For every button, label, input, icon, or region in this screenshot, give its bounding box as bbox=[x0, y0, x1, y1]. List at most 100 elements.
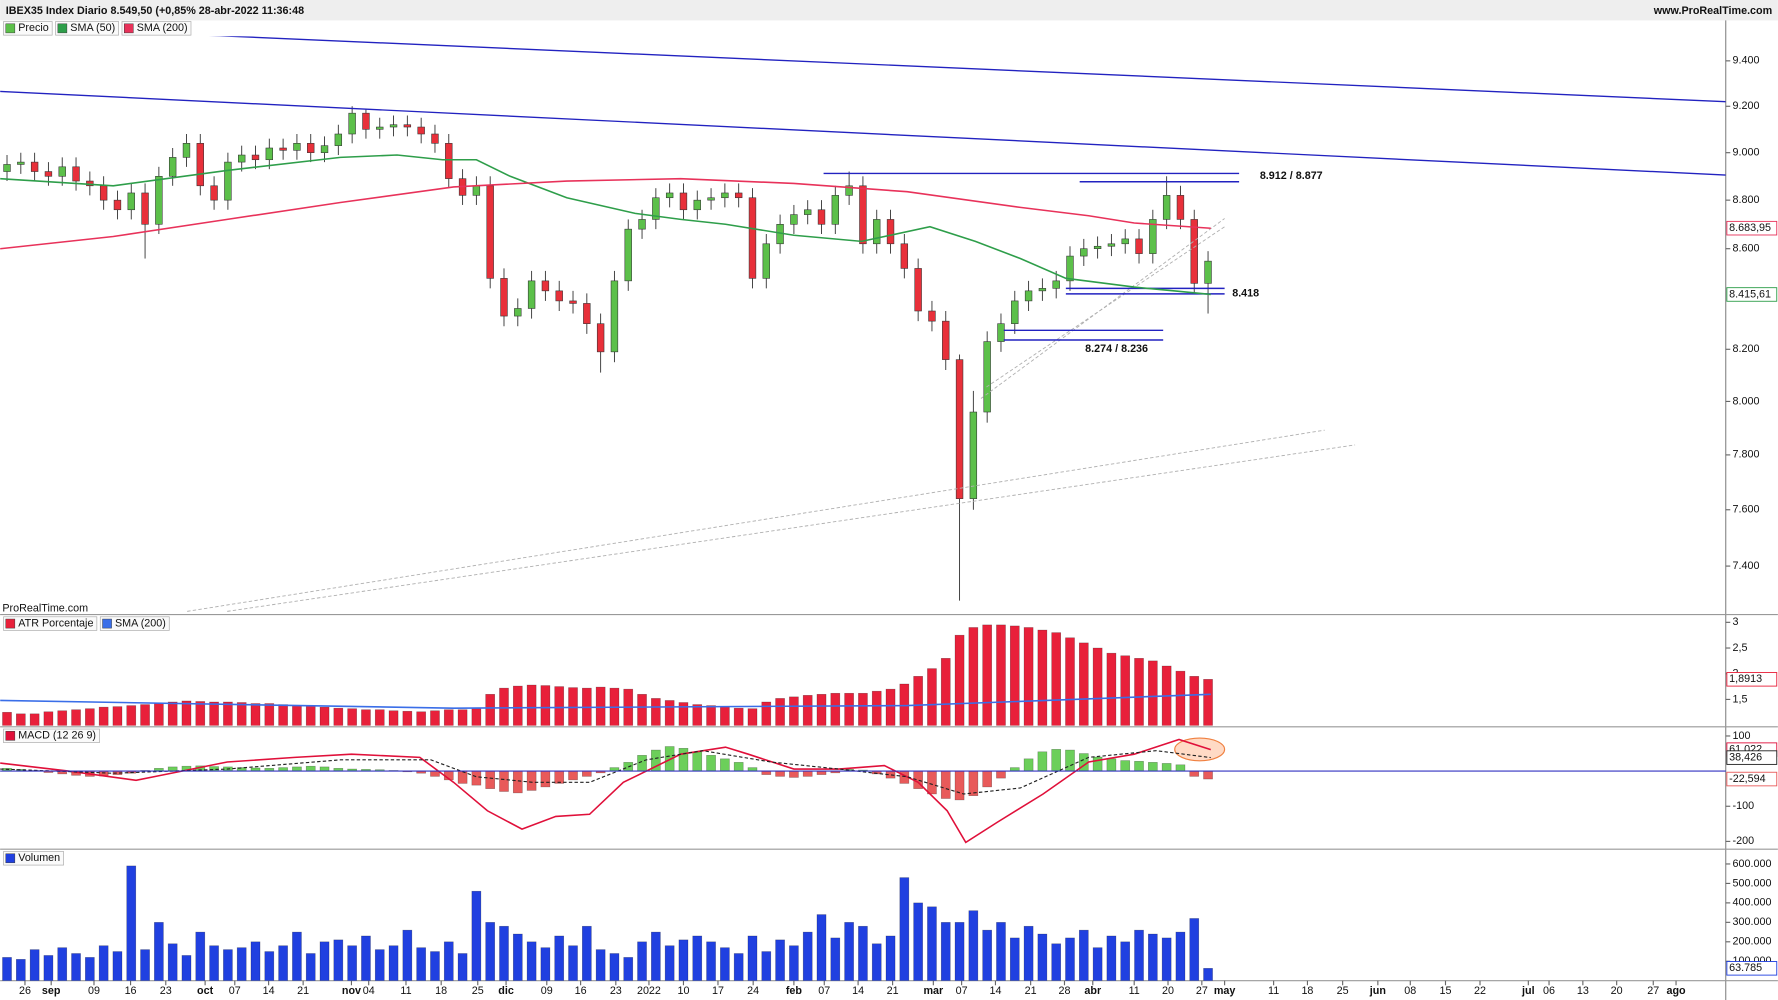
bar bbox=[940, 922, 951, 981]
x-tick-label: 18 bbox=[1301, 985, 1313, 997]
x-tick-label: 21 bbox=[297, 985, 309, 997]
x-tick-label: 14 bbox=[852, 985, 864, 997]
legend-label: SMA (200) bbox=[137, 22, 188, 34]
bar bbox=[816, 914, 827, 981]
bar bbox=[85, 708, 95, 726]
panel-1 bbox=[0, 624, 1213, 726]
y-tick-label: -200 bbox=[1733, 835, 1755, 847]
candle-body bbox=[762, 243, 770, 279]
x-tick-label: dic bbox=[498, 985, 514, 997]
bar bbox=[319, 941, 330, 981]
bar bbox=[167, 701, 178, 726]
x-tick-label: 23 bbox=[160, 985, 172, 997]
bar bbox=[1175, 764, 1186, 772]
candle-body bbox=[417, 126, 425, 135]
bar bbox=[250, 703, 261, 726]
bar bbox=[471, 770, 482, 786]
bar bbox=[485, 693, 496, 726]
candle-body bbox=[17, 161, 25, 165]
legend-swatch bbox=[5, 23, 16, 34]
panel-3 bbox=[2, 865, 1213, 981]
bar bbox=[720, 706, 730, 726]
candle-body bbox=[1190, 219, 1198, 284]
bar bbox=[457, 709, 468, 726]
candle-body bbox=[914, 268, 922, 312]
bar bbox=[416, 711, 426, 726]
legend-frame bbox=[99, 616, 170, 631]
bar bbox=[374, 709, 385, 726]
bar bbox=[816, 693, 827, 726]
bar bbox=[292, 931, 302, 981]
candle-body bbox=[845, 185, 853, 196]
candle-body bbox=[997, 323, 1005, 342]
candle-body bbox=[486, 185, 494, 279]
bar bbox=[264, 951, 275, 981]
candle-body bbox=[693, 199, 701, 211]
bar bbox=[140, 949, 150, 981]
bar bbox=[692, 751, 703, 772]
header-title: IBEX35 Index Diario 8.549,50 (+0,85% 28-… bbox=[6, 5, 304, 17]
bar bbox=[1078, 929, 1089, 981]
bar bbox=[595, 949, 606, 981]
panel-2 bbox=[0, 738, 1213, 844]
legend-frame bbox=[3, 616, 98, 631]
candle-body bbox=[431, 133, 439, 144]
bar bbox=[264, 703, 275, 726]
bar bbox=[112, 951, 123, 981]
bar bbox=[526, 770, 537, 791]
bar bbox=[1148, 933, 1158, 981]
bar bbox=[1106, 652, 1117, 726]
legend-label: SMA (200) bbox=[115, 617, 166, 629]
bar bbox=[292, 766, 302, 772]
candle-body bbox=[983, 341, 991, 413]
candle-body bbox=[472, 185, 481, 196]
candle-body bbox=[155, 176, 163, 225]
y-tick-label: 9.000 bbox=[1733, 147, 1760, 159]
bar bbox=[733, 707, 744, 726]
candle-body bbox=[1024, 290, 1033, 302]
watermark: ProRealTime.com bbox=[2, 603, 88, 615]
candle-body bbox=[1149, 219, 1157, 254]
header-website: www.ProRealTime.com bbox=[1653, 5, 1772, 17]
y-tick-label: 7.800 bbox=[1733, 449, 1760, 461]
bar bbox=[374, 949, 385, 981]
y-tick-label: 8.600 bbox=[1733, 243, 1760, 255]
bar bbox=[720, 947, 730, 981]
x-tick-label: 24 bbox=[747, 985, 759, 997]
candle-body bbox=[403, 124, 412, 128]
candle-body bbox=[210, 185, 218, 201]
bar bbox=[1161, 937, 1172, 981]
last-value-label: 8.415,61 bbox=[1729, 288, 1771, 300]
bar bbox=[430, 710, 440, 726]
candle-body bbox=[389, 124, 398, 128]
bar bbox=[167, 943, 178, 981]
bar bbox=[1051, 632, 1062, 726]
bar bbox=[554, 686, 565, 726]
last-value-box bbox=[1726, 771, 1778, 787]
bar bbox=[996, 624, 1006, 726]
legend-swatch bbox=[5, 731, 16, 741]
candle-body bbox=[3, 164, 11, 172]
x-tick-label: 11 bbox=[1268, 985, 1279, 997]
bar bbox=[844, 922, 854, 981]
bar bbox=[1009, 625, 1020, 726]
bar bbox=[761, 701, 772, 726]
bar bbox=[98, 945, 109, 981]
bar bbox=[968, 627, 979, 726]
bar bbox=[830, 937, 841, 981]
bar bbox=[637, 941, 647, 981]
x-tick-label: 09 bbox=[541, 985, 553, 997]
candle-body bbox=[141, 192, 149, 225]
candle-body bbox=[955, 359, 964, 499]
bar bbox=[1023, 925, 1034, 981]
x-tick-label: nov bbox=[342, 985, 361, 997]
bar bbox=[568, 945, 578, 981]
candle-body bbox=[307, 143, 315, 153]
legend-frame bbox=[55, 21, 119, 36]
candle-body bbox=[679, 192, 688, 211]
bar bbox=[1092, 947, 1103, 981]
bar bbox=[940, 770, 951, 799]
bar bbox=[1175, 670, 1186, 726]
bar bbox=[57, 710, 68, 726]
